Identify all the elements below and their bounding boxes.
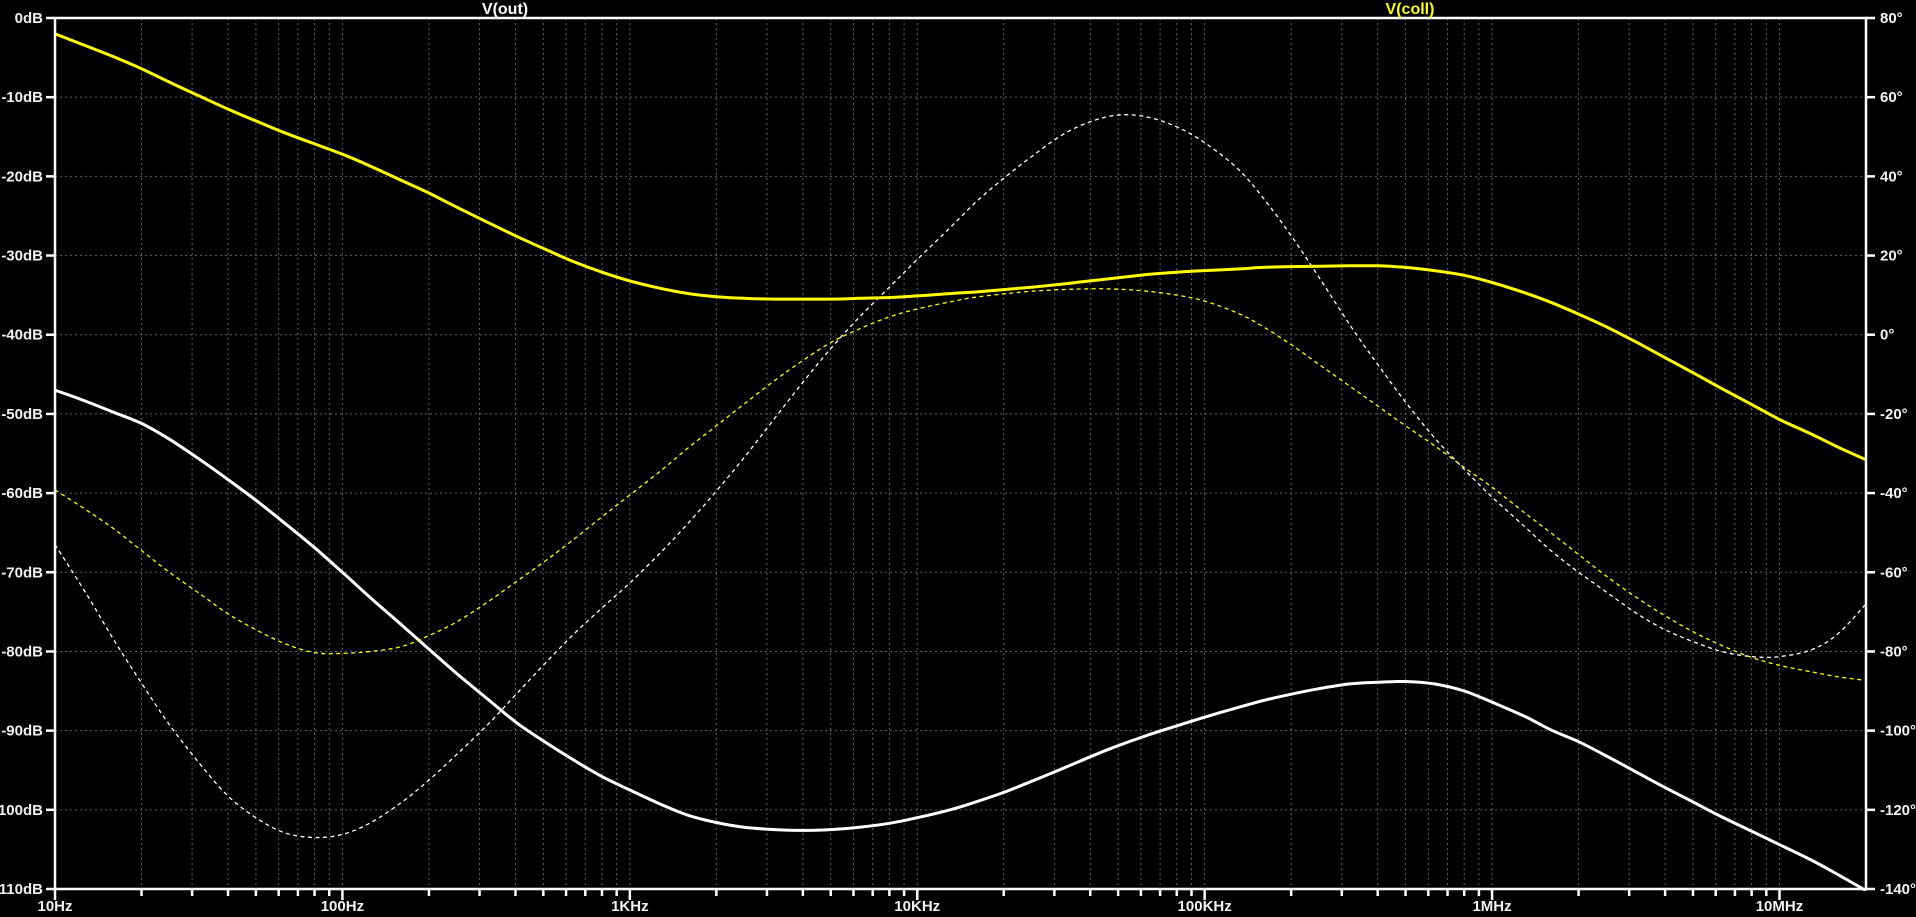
x-axis-tick-label: 100Hz <box>321 898 364 915</box>
y-left-tick-label: 0dB <box>15 10 44 27</box>
y-right-tick-label: 80° <box>1880 10 1903 27</box>
y-left-tick-label: -50dB <box>1 406 43 423</box>
y-left-tick-label: -10dB <box>1 89 43 106</box>
y-right-tick-label: -60° <box>1880 564 1908 581</box>
axis-labels: 10Hz 100Hz 1KHz 10KHz 100KHz 1MHz 10MHz 0dB -10d… <box>0 10 1916 915</box>
trace-v-coll-phase <box>55 288 1866 682</box>
x-axis-tick-label: 100KHz <box>1178 898 1232 915</box>
y-right-tick-label: -140° <box>1880 881 1916 898</box>
trace-v-out-magnitude <box>55 388 1866 891</box>
axis-ticks <box>46 16 1875 900</box>
y-left-tick-label: -20dB <box>1 168 43 185</box>
y-right-tick-label: 20° <box>1880 248 1903 265</box>
y-right-tick-label: -100° <box>1880 723 1916 740</box>
y-left-tick-label: -110dB <box>0 881 43 898</box>
y-right-tick-label: -80° <box>1880 643 1908 660</box>
trace-legend: V(out) V(coll) <box>0 0 1916 18</box>
y-left-tick-label: -30dB <box>1 248 43 265</box>
x-axis-tick-label: 1MHz <box>1472 898 1511 915</box>
trace-v-coll-magnitude <box>55 32 1866 462</box>
y-left-tick-label: -100dB <box>0 802 43 819</box>
grid <box>55 18 1866 889</box>
y-right-tick-label: -120° <box>1880 802 1916 819</box>
x-axis-tick-label: 10Hz <box>37 898 72 915</box>
y-right-tick-label: -40° <box>1880 485 1908 502</box>
traces <box>55 32 1866 891</box>
x-axis-tick-label: 10KHz <box>894 898 940 915</box>
plot-frame <box>53 16 1868 891</box>
y-left-tick-label: -70dB <box>1 564 43 581</box>
y-left-tick-label: -60dB <box>1 485 43 502</box>
y-right-tick-label: 60° <box>1880 89 1903 106</box>
x-axis-tick-label: 10MHz <box>1756 898 1804 915</box>
y-left-tick-label: -80dB <box>1 643 43 660</box>
legend-trace-vcoll[interactable]: V(coll) <box>1385 1 1435 18</box>
y-right-tick-label: -20° <box>1880 406 1908 423</box>
x-axis-tick-label: 1KHz <box>611 898 649 915</box>
y-right-tick-label: 40° <box>1880 168 1903 185</box>
y-right-tick-label: 0° <box>1880 327 1894 344</box>
trace-v-out-phase <box>55 114 1866 839</box>
y-left-tick-label: -40dB <box>1 327 43 344</box>
y-left-tick-label: -90dB <box>1 723 43 740</box>
legend-trace-vout[interactable]: V(out) <box>481 1 529 18</box>
